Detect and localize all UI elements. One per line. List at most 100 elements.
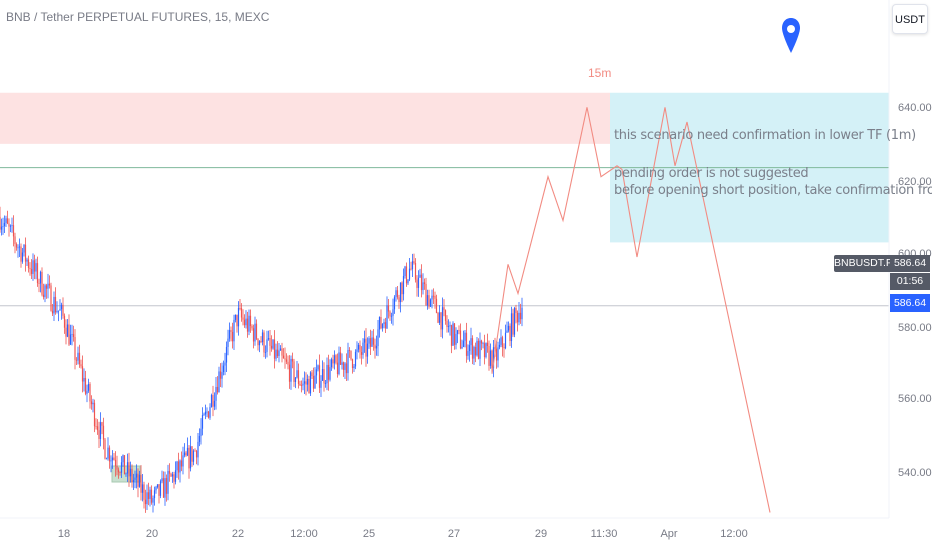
note-pending-order: pending order is not suggested (614, 166, 809, 181)
candle-body (161, 478, 163, 482)
currency-button[interactable]: USDT (892, 4, 928, 34)
candle-body (396, 290, 399, 298)
candle-body (285, 359, 288, 362)
candle-body (189, 446, 192, 469)
candle-body (62, 304, 64, 316)
candle-body (473, 346, 475, 359)
candle-body (188, 447, 190, 469)
candle-body (518, 312, 520, 323)
candle-body (374, 344, 376, 349)
date-tick-29: 29 (534, 528, 548, 540)
candle-body (45, 285, 48, 289)
levels-layer (0, 167, 889, 307)
price-tick-640: 640.00 (898, 102, 932, 114)
candle-body (264, 351, 267, 353)
candle-body (105, 458, 108, 460)
candle-body (272, 339, 274, 349)
date-tick-20: 20 (145, 528, 159, 540)
projection-layer (491, 107, 771, 513)
price-tick-620: 620.00 (898, 176, 932, 188)
candle-body (309, 372, 312, 394)
candle-body (344, 363, 346, 370)
map-pin-icon[interactable] (780, 16, 802, 56)
candle-body (23, 244, 25, 253)
candle-body (168, 470, 171, 474)
candle-body (485, 342, 487, 358)
candle-body (41, 271, 43, 295)
candle-body (387, 305, 390, 312)
candle-body (153, 490, 156, 499)
candle-body (158, 484, 160, 496)
candle-body (398, 297, 400, 303)
candle-body (498, 344, 501, 348)
candle-body (252, 328, 255, 342)
date-tick-1200: 12:00 (290, 528, 318, 540)
candle-body (89, 383, 91, 402)
candle-body (170, 473, 172, 477)
candle-body (131, 468, 133, 483)
candle-body (383, 322, 385, 325)
candle-body (234, 314, 237, 320)
candle-body (200, 428, 202, 437)
candle-body (14, 236, 16, 245)
candle-body (218, 371, 220, 393)
candle-body (453, 323, 456, 345)
candle-body (48, 283, 51, 286)
candle-body (356, 349, 358, 352)
candle-body (260, 341, 262, 343)
candle-body (315, 369, 318, 376)
candle-body (68, 324, 70, 345)
candle-body (194, 450, 196, 452)
candle-body (429, 299, 432, 307)
candle-body (521, 307, 523, 320)
candle-body (230, 330, 232, 332)
candle-body (476, 340, 478, 356)
candle-body (305, 381, 307, 385)
candle-body (347, 350, 349, 374)
candle-body (447, 326, 450, 328)
candle-body (207, 411, 210, 418)
price-tick-580: 580.00 (898, 322, 932, 334)
candle-body (116, 465, 118, 470)
candle-body (204, 411, 207, 415)
candle-body (15, 244, 18, 248)
candle-body (56, 311, 58, 313)
candle-body (353, 366, 355, 369)
candle-body (273, 339, 276, 359)
candle-body (435, 298, 438, 313)
candle-body (233, 319, 235, 342)
candle-body (243, 319, 246, 326)
candle-body (246, 318, 249, 332)
candle-body (156, 484, 159, 488)
candle-body (278, 350, 280, 357)
candle-body (459, 330, 462, 349)
candle-body (437, 312, 439, 323)
candle-body (345, 363, 348, 374)
candle-body (408, 268, 411, 280)
candle-body (98, 430, 100, 439)
candle-body (87, 383, 90, 391)
candle-body (471, 338, 474, 359)
candle-body (369, 338, 372, 347)
candle-body (462, 340, 465, 347)
candle-body (123, 455, 126, 475)
candle-body (311, 372, 313, 377)
candle-body (129, 468, 132, 477)
candle-body (279, 348, 282, 351)
candle-body (497, 347, 499, 361)
candle-body (465, 332, 468, 356)
candle-body (12, 225, 15, 237)
candle-body (167, 470, 169, 494)
candle-body (191, 446, 193, 462)
candle-body (51, 310, 54, 314)
timeframe-label: 15m (588, 66, 612, 80)
candle-body (363, 338, 366, 343)
candle-body (324, 383, 327, 385)
candle-body (177, 461, 180, 473)
chart-title: BNB / Tether PERPETUAL FUTURES, 15, MEXC (6, 10, 270, 24)
candle-body (9, 225, 12, 227)
candle-body (401, 282, 403, 295)
candle-body (75, 359, 78, 361)
candle-body (320, 380, 322, 388)
